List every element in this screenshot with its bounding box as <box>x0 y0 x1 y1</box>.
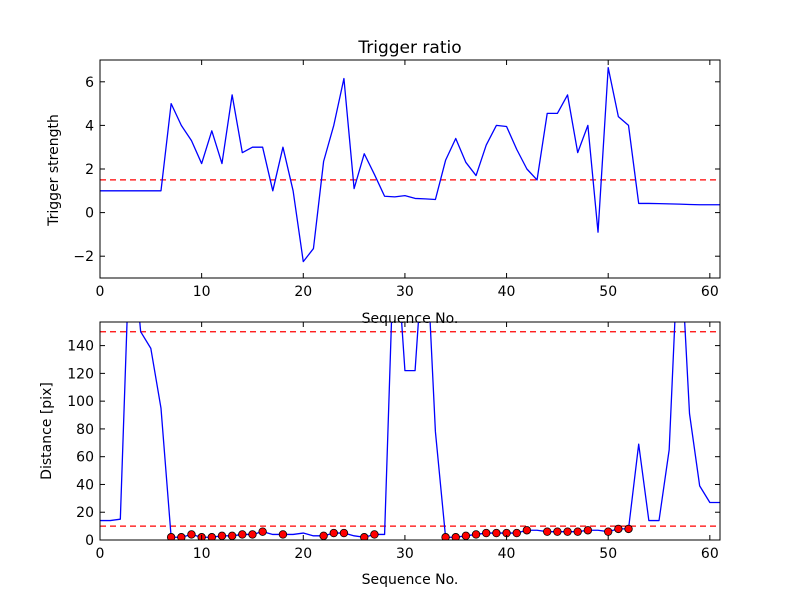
marker-point <box>624 524 633 534</box>
x-tick-label: 50 <box>599 546 617 562</box>
y-tick-label: 20 <box>76 505 94 521</box>
x-tick-label: 60 <box>701 284 719 300</box>
y-tick-label: −2 <box>73 249 94 265</box>
marker-point <box>319 531 328 540</box>
y-tick-label: 0 <box>85 533 94 549</box>
bottom-y-axis-label: Distance [pix] <box>39 382 55 480</box>
marker-point <box>441 533 450 540</box>
marker-point <box>522 526 532 535</box>
marker-point <box>339 528 349 538</box>
x-tick-label: 40 <box>498 284 516 300</box>
marker-point <box>248 530 257 539</box>
y-tick-label: 120 <box>67 366 94 382</box>
y-tick-label: 60 <box>76 450 94 466</box>
marker-point <box>360 533 369 540</box>
x-tick-label: 30 <box>396 546 414 562</box>
marker-point <box>614 524 623 534</box>
marker-point <box>187 530 196 539</box>
marker-point <box>329 528 338 538</box>
y-tick-label: 40 <box>76 477 94 493</box>
distance-panel: 0 10 20 30 40 50 60 0 20 40 60 80 100 120 140 Sequence… <box>39 321 721 588</box>
marker-point <box>451 533 460 540</box>
x-tick-label: 20 <box>294 284 312 300</box>
marker-point <box>573 527 582 536</box>
marker-point <box>217 531 227 540</box>
marker-point <box>553 527 562 536</box>
marker-point <box>543 527 552 536</box>
x-tick-label: 40 <box>498 546 516 562</box>
top-y-axis-label: Trigger strength <box>46 114 62 227</box>
marker-point <box>258 527 267 536</box>
x-tick-label: 30 <box>396 284 414 300</box>
x-tick-label: 10 <box>193 284 211 300</box>
marker-point <box>166 533 176 540</box>
axes-frame <box>99 59 721 279</box>
y-tick-label: 80 <box>76 422 94 438</box>
marker-point <box>238 530 247 539</box>
marker-point <box>512 528 521 538</box>
plot-data <box>100 66 720 263</box>
x-tick-label: 60 <box>701 546 719 562</box>
y-tick-label: 100 <box>67 394 94 410</box>
marker-point <box>583 526 593 535</box>
y-tick-label: 6 <box>85 75 94 91</box>
marker-point <box>370 530 379 539</box>
x-tick-label: 10 <box>193 546 211 562</box>
trigger-plot-area: 0 10 20 30 40 50 60 −2 0 2 4 6 <box>73 59 721 300</box>
x-tick-label: 0 <box>96 546 105 562</box>
top-x-axis-label: Sequence No. <box>362 311 459 327</box>
marker-point <box>482 528 491 538</box>
trigger-ratio-panel: Trigger ratio 0 10 20 30 40 50 60 −2 0 2 4 6 Sequen… <box>46 38 721 327</box>
x-tick-label: 20 <box>294 546 312 562</box>
marker-point <box>278 530 288 539</box>
axes-frame <box>99 321 721 541</box>
distance-plot-area: 0 10 20 30 40 50 60 0 20 40 60 80 100 120 140 <box>67 321 721 562</box>
marker-point <box>471 530 481 539</box>
y-tick-label: 4 <box>85 118 94 134</box>
bottom-x-axis-label: Sequence No. <box>362 572 459 588</box>
marker-point <box>461 531 471 540</box>
marker-point <box>603 527 613 536</box>
y-tick-label: 0 <box>85 206 94 222</box>
x-tick-label: 50 <box>599 284 617 300</box>
marker-point <box>227 531 237 540</box>
marker-point <box>207 533 217 540</box>
chart-title: Trigger ratio <box>357 38 461 58</box>
plot-data <box>100 322 720 540</box>
marker-point <box>177 533 186 540</box>
x-tick-label: 0 <box>96 284 105 300</box>
y-tick-label: 140 <box>67 339 94 355</box>
marker-point <box>563 527 572 536</box>
y-tick-label: 2 <box>85 162 94 178</box>
marker-point <box>492 528 501 538</box>
series-line-0 <box>100 66 720 263</box>
series-line-0 <box>100 322 720 538</box>
